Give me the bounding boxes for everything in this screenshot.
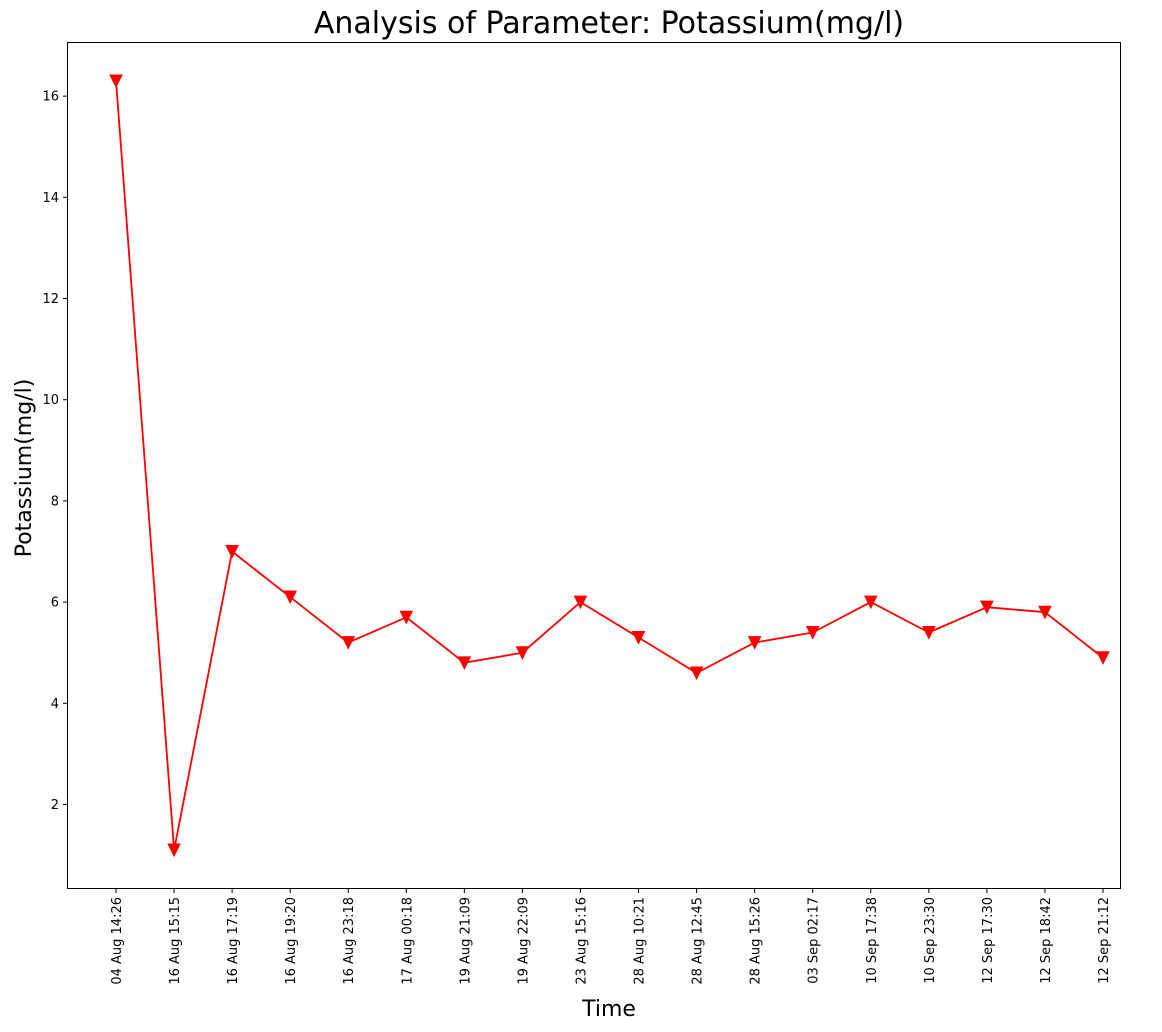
x-tick-label: 19 Aug 21:09 xyxy=(458,897,473,985)
data-point-marker xyxy=(573,595,588,610)
y-tick-label: 12 xyxy=(42,292,59,307)
x-axis: 04 Aug 14:26 16 Aug 15:15 16 Aug 17:19 16 A… xyxy=(110,888,1112,985)
y-tick-label: 10 xyxy=(42,393,59,408)
x-tick-label: 10 Sep 23:30 xyxy=(923,897,938,984)
x-tick-label: 10 Sep 17:38 xyxy=(865,897,880,984)
data-point-marker xyxy=(283,590,297,605)
y-tick-label: 4 xyxy=(51,697,59,712)
data-point-marker xyxy=(399,610,414,625)
x-tick-label: 16 Aug 19:20 xyxy=(284,897,299,985)
data-point-marker xyxy=(515,646,530,660)
y-tick-label: 14 xyxy=(42,191,59,206)
y-tick-label: 16 xyxy=(42,90,59,105)
data-point-marker xyxy=(457,656,472,670)
data-point-marker xyxy=(225,545,239,559)
y-tick-label: 8 xyxy=(51,494,59,509)
x-tick-label: 19 Aug 22:09 xyxy=(516,897,531,985)
x-tick-label: 28 Aug 10:21 xyxy=(633,897,648,985)
x-tick-label: 23 Aug 15:16 xyxy=(574,897,589,985)
data-point-marker xyxy=(109,74,123,89)
x-axis-label: Time xyxy=(581,997,636,1022)
x-tick-label: 03 Sep 02:17 xyxy=(807,897,822,984)
data-point-marker xyxy=(167,843,181,858)
data-point-marker xyxy=(747,636,762,650)
data-point-marker xyxy=(341,636,356,650)
x-tick-label: 16 Aug 23:18 xyxy=(342,897,357,985)
y-tick-label: 6 xyxy=(51,596,59,611)
x-tick-label: 04 Aug 14:26 xyxy=(110,897,125,985)
data-point-marker xyxy=(1038,605,1052,620)
x-tick-label: 12 Sep 18:42 xyxy=(1039,897,1054,984)
x-tick-label: 17 Aug 00:18 xyxy=(400,897,415,985)
x-tick-label: 28 Aug 15:26 xyxy=(749,897,764,985)
y-axis: 2 4 6 8 10 12 14 16 xyxy=(42,90,68,813)
plot-frame xyxy=(67,42,1121,889)
y-axis-label: Potassium(mg/l) xyxy=(12,379,37,558)
x-tick-label: 12 Sep 17:30 xyxy=(981,897,996,984)
x-tick-label: 16 Aug 17:19 xyxy=(226,897,241,985)
data-point-marker xyxy=(631,631,646,645)
data-point-marker xyxy=(922,625,936,640)
data-point-marker xyxy=(1096,651,1110,665)
y-tick-label: 2 xyxy=(51,798,59,813)
series-line xyxy=(115,80,1104,851)
data-point-marker xyxy=(980,600,994,615)
x-tick-label: 12 Sep 21:12 xyxy=(1097,897,1112,984)
data-point-marker xyxy=(805,625,820,640)
series-markers xyxy=(109,74,1110,858)
data-point-marker xyxy=(689,666,704,681)
x-tick-label: 16 Aug 15:15 xyxy=(168,897,183,985)
x-tick-label: 28 Aug 12:45 xyxy=(691,897,706,985)
chart-title: Analysis of Parameter: Potassium(mg/l) xyxy=(314,6,904,41)
data-point-marker xyxy=(863,595,878,610)
